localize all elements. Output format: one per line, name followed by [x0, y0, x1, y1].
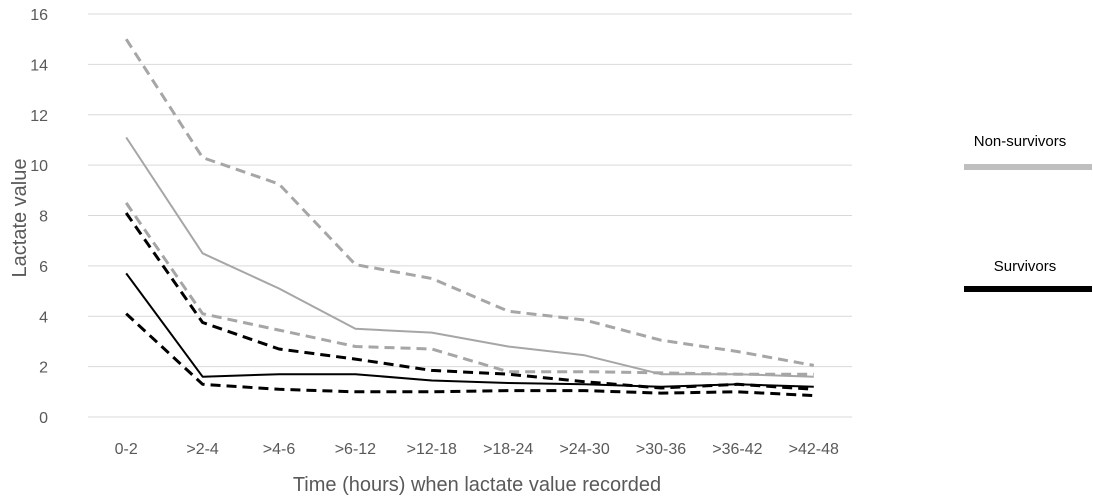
x-tick-label: >4-6 [263, 441, 296, 458]
y-tick-label: 10 [30, 158, 48, 175]
series-lines [124, 38, 815, 398]
non-survivors-solid-line [125, 136, 814, 378]
x-tick-label: >12-18 [407, 441, 457, 458]
y-tick-label: 8 [39, 209, 48, 226]
x-tick-label: >6-12 [335, 441, 376, 458]
x-axis-ticks: 0-2 >2-4 >4-6 >6-12 >12-18 >18-24 >24-30 >30-36… [115, 441, 839, 458]
x-tick-label: 0-2 [115, 441, 138, 458]
x-tick-label: >2-4 [186, 441, 219, 458]
legend-survivors-label: Survivors [993, 258, 1057, 275]
gridlines [88, 13, 852, 418]
x-tick-label: >42-48 [789, 441, 839, 458]
legend-survivors-swatch [964, 286, 1092, 292]
non-survivors-dashed-line [124, 38, 815, 367]
legend-non-survivors-swatch [964, 164, 1092, 170]
x-tick-label: >30-36 [636, 441, 686, 458]
x-tick-label: >36-42 [712, 441, 762, 458]
survivors-solid-line [125, 272, 814, 388]
y-tick-label: 16 [30, 7, 48, 24]
y-tick-label: 4 [39, 309, 48, 326]
y-tick-label: 6 [39, 259, 48, 276]
y-tick-label: 12 [30, 108, 48, 125]
survivors-dashed-line [125, 312, 814, 398]
x-axis-title: Time (hours) when lactate value recorded [293, 474, 661, 496]
y-tick-label: 14 [30, 57, 48, 74]
legend-non-survivors-label: Non-survivors [973, 133, 1067, 150]
survivors-dashed-line [124, 212, 814, 391]
y-axis-title: Lactate value [9, 159, 31, 278]
y-axis-ticks: 0 2 4 6 8 10 12 14 16 [30, 7, 48, 427]
y-tick-label: 0 [39, 410, 48, 427]
x-tick-label: >18-24 [483, 441, 533, 458]
y-tick-label: 2 [39, 360, 48, 377]
non-survivors-dashed-line [124, 202, 814, 376]
x-tick-label: >24-30 [559, 441, 609, 458]
